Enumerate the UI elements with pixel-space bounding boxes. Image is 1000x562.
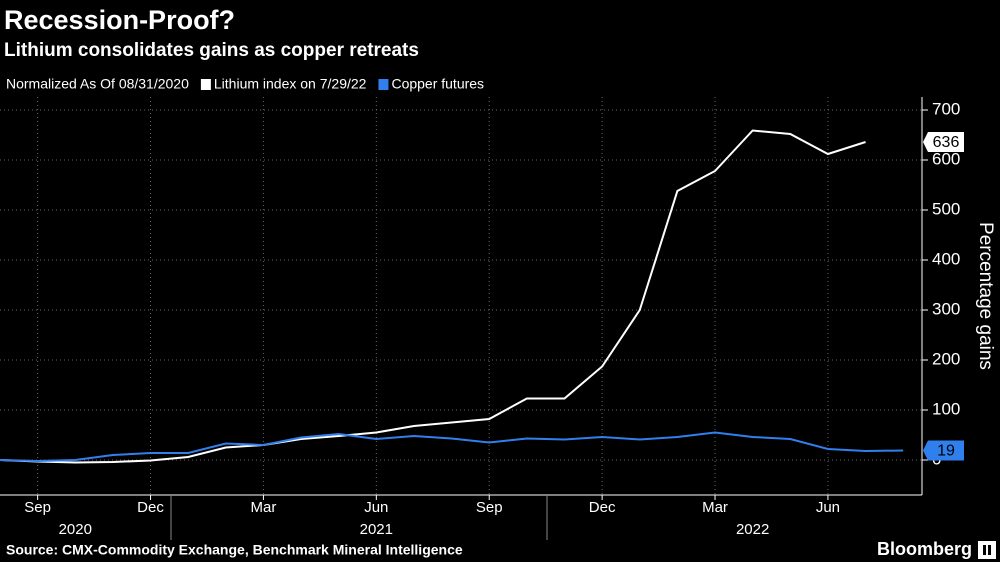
x-year-label: 2020 bbox=[59, 521, 92, 538]
x-tick-label: Sep bbox=[24, 499, 51, 516]
brand-icon bbox=[988, 545, 991, 555]
brand-icon bbox=[978, 541, 996, 559]
y-tick-label: 500 bbox=[932, 199, 960, 218]
x-tick-label: Dec bbox=[137, 499, 164, 516]
x-tick-label: Mar bbox=[251, 499, 277, 516]
y-tick-label: 700 bbox=[932, 99, 960, 118]
x-tick-label: Dec bbox=[589, 499, 616, 516]
x-tick-label: Mar bbox=[702, 499, 728, 516]
x-year-label: 2021 bbox=[360, 521, 393, 538]
line bbox=[0, 129, 866, 464]
x-tick-label: Jun bbox=[816, 499, 840, 516]
y-tick-label: 100 bbox=[932, 399, 960, 418]
y-tick-label: 400 bbox=[932, 249, 960, 268]
end-label-box bbox=[923, 440, 964, 461]
x-tick-label: Jun bbox=[364, 499, 388, 516]
x-year-label: 2022 bbox=[736, 521, 769, 538]
x-tick-label: Sep bbox=[476, 499, 503, 516]
legend-note: Normalized As Of 08/31/2020 bbox=[6, 76, 189, 92]
line bbox=[0, 431, 904, 463]
end-label: 636 bbox=[933, 134, 960, 151]
end-label: 19 bbox=[937, 443, 955, 460]
brand-icon bbox=[983, 545, 986, 555]
legend-label: Lithium index on 7/29/22 bbox=[214, 76, 367, 92]
chart-subtitle: Lithium consolidates gains as copper ret… bbox=[4, 40, 419, 61]
legend-swatch bbox=[378, 79, 389, 90]
y-tick-label: 200 bbox=[932, 349, 960, 368]
y-tick-label: 300 bbox=[932, 299, 960, 318]
source: Source: CMX-Commodity Exchange, Benchmar… bbox=[6, 542, 463, 558]
brand: Bloomberg bbox=[877, 539, 972, 559]
y-tick-label: 600 bbox=[932, 149, 960, 168]
end-label-box bbox=[923, 132, 964, 152]
chart-title: Recession-Proof? bbox=[4, 5, 235, 35]
legend-label: Copper futures bbox=[391, 76, 484, 92]
y-axis-label: Percentage gains bbox=[975, 222, 996, 370]
legend-swatch bbox=[200, 79, 211, 90]
